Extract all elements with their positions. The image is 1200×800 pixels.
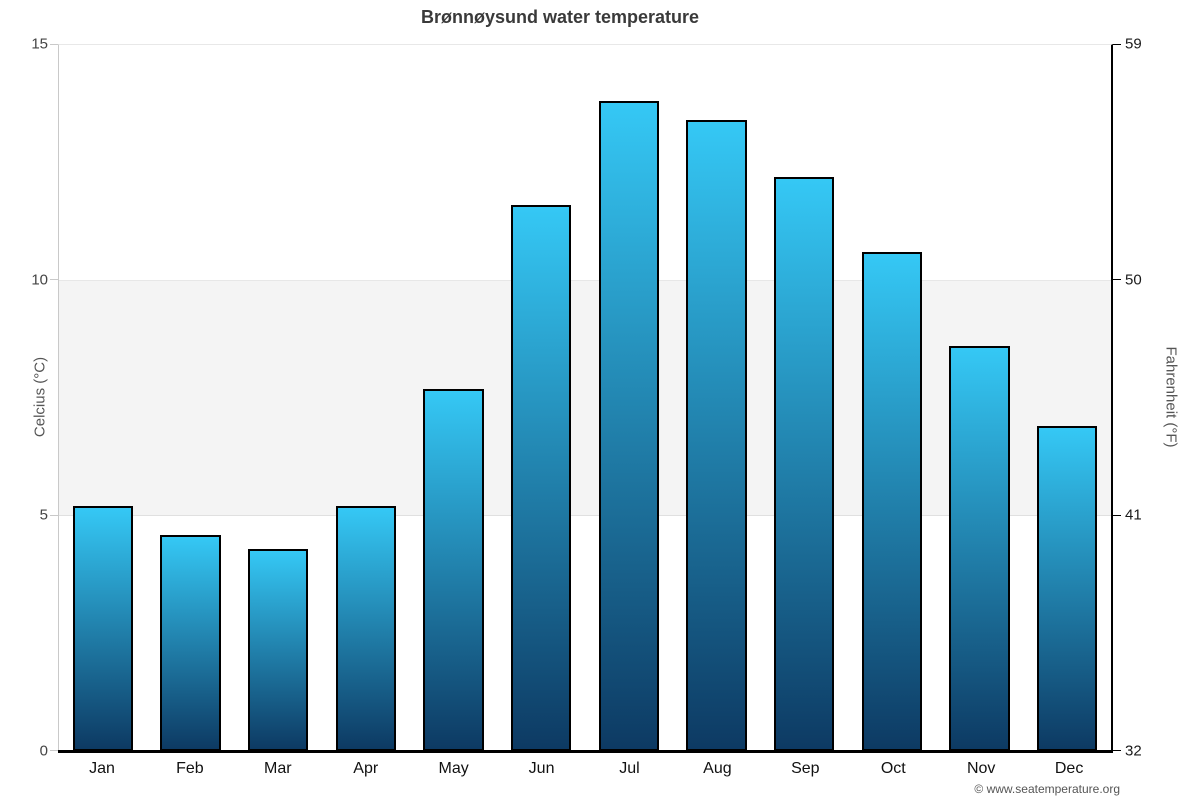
bar-may[interactable] [423,388,484,751]
tick-mark-fahrenheit [1113,44,1121,45]
bar-nov[interactable] [949,346,1010,751]
bar-slot [497,45,585,751]
x-axis-label-sep: Sep [791,760,820,777]
x-axis-label-may: May [438,760,469,777]
tick-mark-celsius [50,750,58,751]
bar-jan[interactable] [72,506,134,751]
bar-sep[interactable] [773,176,835,751]
tick-mark-fahrenheit [1113,279,1121,281]
y-tick-celsius-10: 10 [31,271,48,289]
bar-jun[interactable] [510,205,572,751]
tick-mark-fahrenheit [1113,514,1121,516]
bar-slot [1023,45,1111,751]
bar-slot [147,45,235,751]
y-tick-fahrenheit-59: 59 [1125,35,1142,53]
bar-slot [936,45,1024,751]
x-axis-label-dec: Dec [1054,760,1084,777]
x-axis-label-nov: Nov [966,760,996,777]
y-tick-fahrenheit-50: 50 [1125,271,1142,289]
bar-mar[interactable] [247,548,309,751]
x-axis-line [58,750,1113,753]
y-tick-celsius-15: 15 [31,35,48,53]
bar-jul[interactable] [598,101,660,751]
y-tick-celsius-5: 5 [39,506,48,524]
bar-oct[interactable] [861,252,923,751]
bar-slot [234,45,322,751]
bars [59,45,1111,751]
bar-slot [848,45,936,751]
tick-mark-fahrenheit [1113,750,1121,751]
y-tick-fahrenheit-41: 41 [1125,506,1142,524]
y-tick-celsius-0: 0 [39,742,48,760]
bar-slot [410,45,498,751]
copyright-credit: © www.seatemperature.org [974,782,1120,796]
bar-slot [585,45,673,751]
x-axis-label-mar: Mar [264,760,292,777]
bar-feb[interactable] [160,534,221,751]
chart-title: Brønnøysund water temperature [420,7,700,27]
bar-apr[interactable] [335,506,397,751]
x-axis-label-apr: Apr [353,760,379,777]
x-axis-label-jun: Jun [528,760,555,777]
bar-aug[interactable] [686,120,747,751]
tick-mark-celsius [50,44,58,45]
bar-slot [59,45,147,751]
bar-dec[interactable] [1036,426,1098,751]
bar-slot [673,45,761,751]
tick-mark-celsius [50,514,58,516]
y-axis-labels-celsius: 15 10 5 0 [0,36,48,760]
alternate-grid-band [59,280,1111,516]
bar-slot [322,45,410,751]
tick-mark-celsius [50,279,58,281]
y-axis-labels-fahrenheit: 59 50 41 32 [1125,36,1185,760]
bar-slot [760,45,848,751]
x-axis-label-feb: Feb [176,760,204,777]
x-axis-label-jan: Jan [89,760,115,777]
plot-area [50,44,1121,753]
x-axis-label-oct: Oct [880,760,906,777]
x-axis-label-aug: Aug [703,760,732,777]
x-axis-label-jul: Jul [619,760,640,777]
x-axis-labels: Jan Feb Mar Apr May Jun Jul Aug Sep Oct Nov Dec [58,760,1113,778]
y-tick-fahrenheit-32: 32 [1125,742,1142,760]
